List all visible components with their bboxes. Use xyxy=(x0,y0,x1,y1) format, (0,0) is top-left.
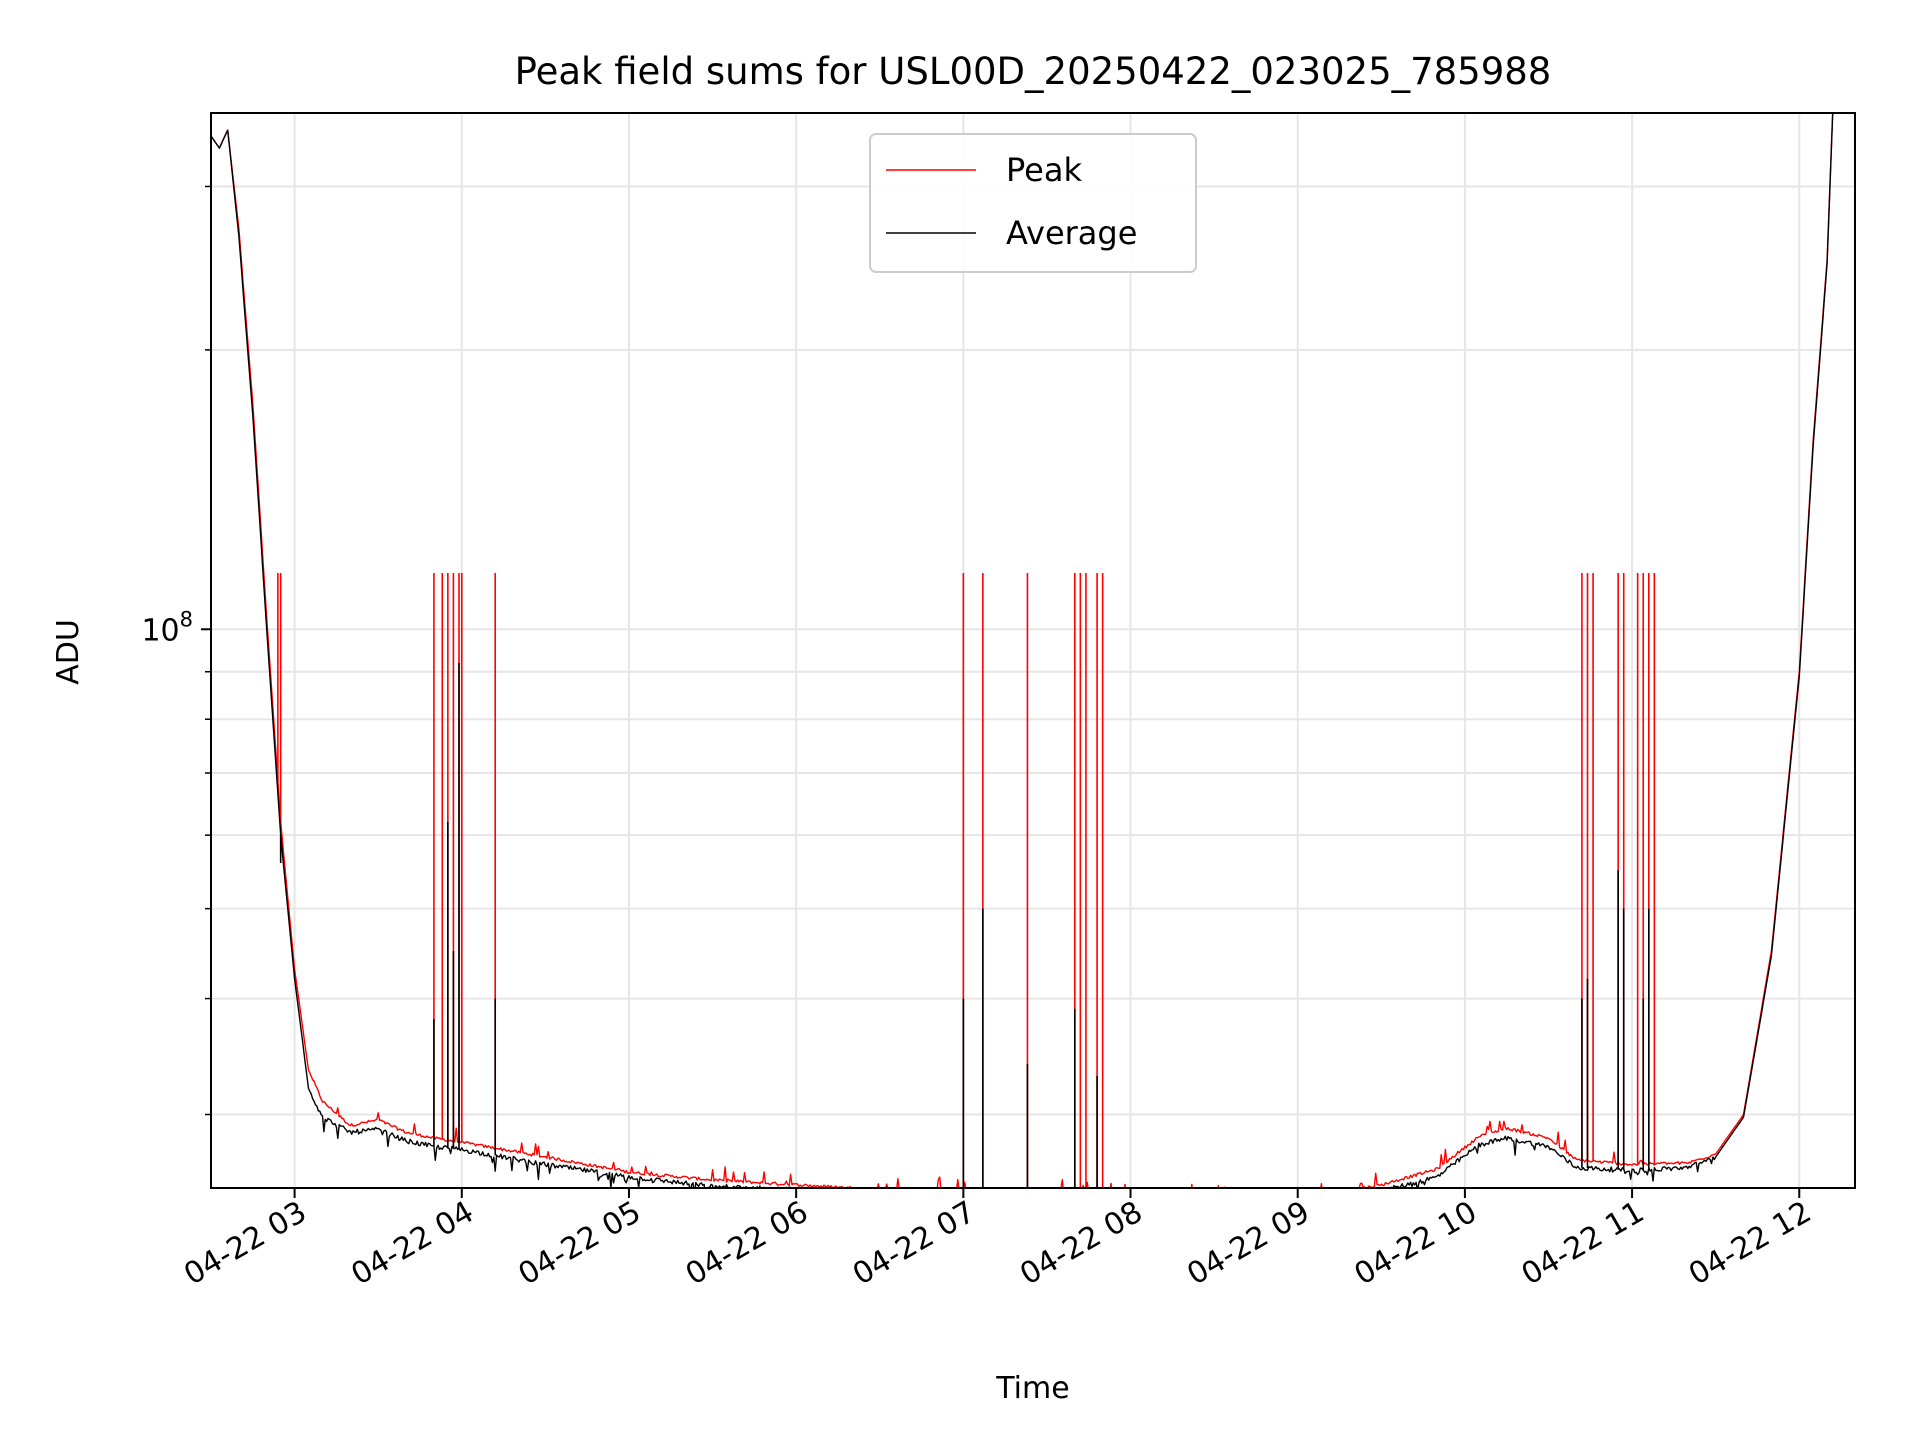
legend-label-average: Average xyxy=(1006,214,1137,252)
legend: Peak Average xyxy=(869,133,1197,273)
chart-title: Peak field sums for USL00D_20250422_0230… xyxy=(515,50,1552,93)
legend-label-peak: Peak xyxy=(1006,151,1082,189)
grid-lines xyxy=(211,113,1855,1188)
axes-frame xyxy=(210,112,1856,1189)
series-line-peak xyxy=(211,113,1834,1188)
plot-area xyxy=(211,113,1834,1188)
series-line-average xyxy=(211,113,1834,1188)
legend-box xyxy=(869,133,1197,273)
y-axis-label: ADU xyxy=(51,619,86,685)
x-axis-label: Time xyxy=(995,1371,1069,1406)
y-tick-label: 108 xyxy=(141,607,193,648)
